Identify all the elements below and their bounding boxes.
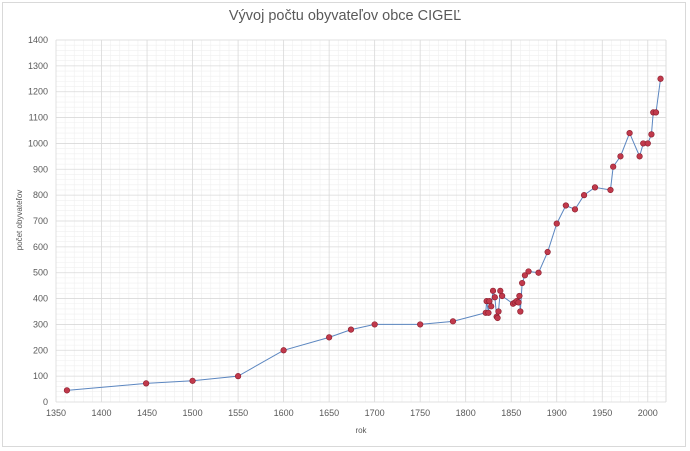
y-tick-label: 0 bbox=[43, 397, 48, 407]
data-point bbox=[571, 206, 579, 213]
x-axis-tick-labels: 1350 1400 1450 1500 1550 1600 1650 1700 1750 1800… bbox=[46, 408, 658, 418]
y-axis-title: počet obyvateľov bbox=[15, 190, 24, 251]
y-tick-label: 400 bbox=[33, 294, 48, 304]
x-tick-label: 1650 bbox=[319, 408, 339, 418]
data-point bbox=[486, 298, 493, 305]
data-point bbox=[535, 269, 542, 276]
major-gridlines bbox=[55, 39, 667, 403]
data-point bbox=[417, 321, 424, 328]
data-point bbox=[491, 294, 498, 301]
data-point bbox=[189, 377, 196, 384]
x-tick-label: 1950 bbox=[592, 408, 612, 418]
data-point bbox=[63, 387, 71, 394]
data-point bbox=[347, 326, 355, 333]
y-axis-tick-labels: 0 100 200 300 400 500 600 700 800 900 1000 1100 1200… bbox=[28, 35, 48, 407]
data-point bbox=[607, 186, 614, 194]
x-tick-label: 1850 bbox=[501, 408, 521, 418]
data-point bbox=[143, 380, 150, 387]
data-point bbox=[280, 347, 287, 354]
data-point bbox=[488, 303, 495, 310]
x-tick-label: 1350 bbox=[46, 408, 66, 418]
data-point bbox=[553, 220, 560, 227]
data-point bbox=[644, 140, 651, 147]
data-point bbox=[497, 287, 504, 294]
x-tick-label: 1600 bbox=[274, 408, 294, 418]
y-tick-label: 600 bbox=[33, 242, 48, 252]
y-tick-label: 1100 bbox=[29, 113, 48, 123]
data-point bbox=[499, 292, 506, 300]
x-tick-label: 1750 bbox=[410, 408, 430, 418]
x-tick-label: 1500 bbox=[183, 408, 203, 418]
data-point bbox=[610, 163, 617, 170]
data-point bbox=[234, 373, 242, 380]
data-point bbox=[636, 153, 643, 160]
data-point bbox=[495, 308, 502, 315]
y-tick-label: 300 bbox=[33, 319, 48, 329]
data-point bbox=[617, 153, 624, 160]
data-point bbox=[652, 109, 660, 116]
data-point bbox=[544, 248, 551, 256]
data-point bbox=[489, 287, 497, 294]
x-axis-title: rok bbox=[355, 426, 367, 435]
data-point bbox=[515, 299, 522, 306]
y-tick-label: 100 bbox=[33, 371, 48, 381]
data-point bbox=[516, 292, 523, 300]
x-tick-label: 1550 bbox=[228, 408, 248, 418]
y-tick-label: 1000 bbox=[28, 138, 48, 148]
data-point bbox=[517, 308, 524, 315]
data-point bbox=[326, 334, 333, 341]
y-tick-label: 800 bbox=[33, 190, 48, 200]
data-point bbox=[521, 272, 528, 279]
data-point bbox=[591, 184, 599, 191]
population-series bbox=[63, 75, 664, 394]
chart-title: Vývoj počtu obyvateľov obce CIGEĽ bbox=[228, 8, 462, 24]
data-point bbox=[657, 75, 664, 82]
x-tick-label: 1400 bbox=[92, 408, 112, 418]
y-tick-label: 1300 bbox=[28, 61, 48, 71]
y-tick-label: 500 bbox=[33, 268, 48, 278]
data-point bbox=[562, 202, 569, 209]
data-point bbox=[626, 129, 633, 137]
x-tick-label: 1900 bbox=[547, 408, 567, 418]
x-tick-label: 1450 bbox=[137, 408, 157, 418]
y-tick-label: 200 bbox=[33, 345, 48, 355]
y-tick-label: 1200 bbox=[28, 87, 48, 97]
y-tick-label: 700 bbox=[33, 216, 48, 226]
x-tick-label: 2000 bbox=[638, 408, 658, 418]
x-tick-label: 1700 bbox=[365, 408, 385, 418]
y-tick-label: 900 bbox=[33, 164, 48, 174]
data-point bbox=[525, 268, 532, 275]
x-tick-label: 1800 bbox=[456, 408, 476, 418]
data-point bbox=[648, 131, 655, 138]
data-point bbox=[494, 314, 501, 322]
data-point bbox=[485, 309, 492, 316]
data-point bbox=[371, 321, 378, 328]
data-point bbox=[519, 279, 526, 287]
data-point bbox=[580, 192, 588, 199]
y-tick-label: 1400 bbox=[28, 35, 48, 45]
data-point bbox=[449, 318, 457, 325]
